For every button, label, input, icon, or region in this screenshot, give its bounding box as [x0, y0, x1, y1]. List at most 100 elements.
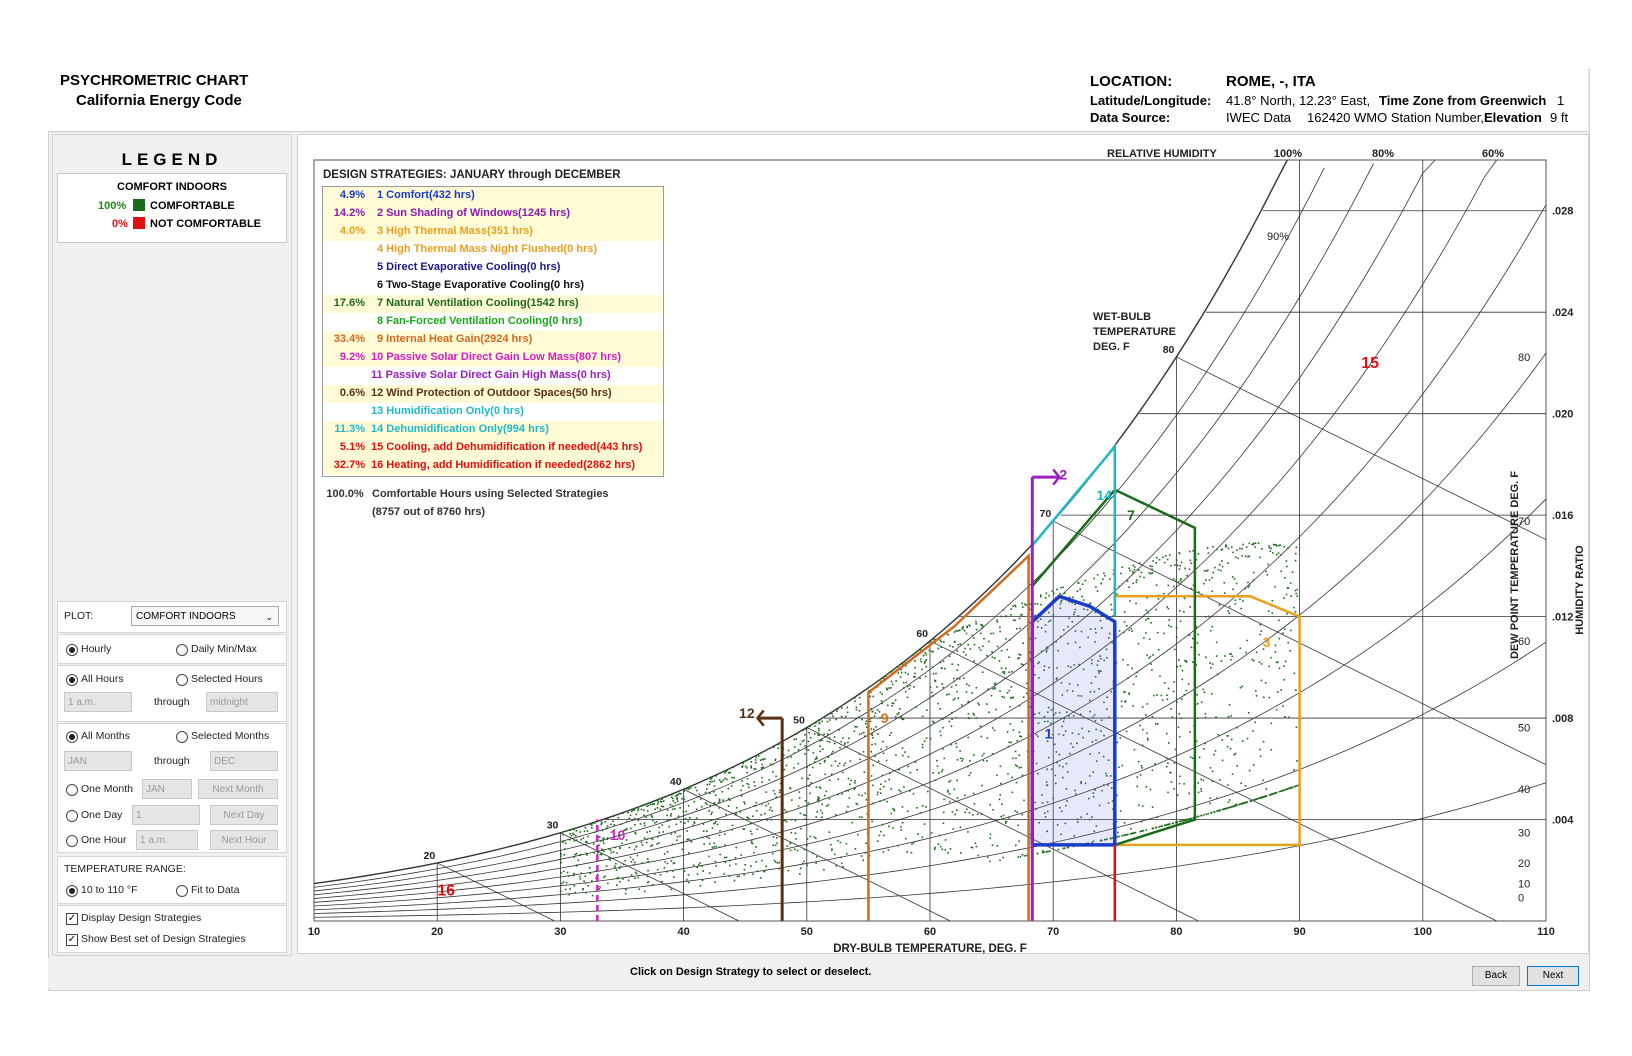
strategy-row[interactable]: 33.4% 9 Internal Heat Gain(2924 hrs) — [323, 331, 663, 349]
next-hour-button[interactable]: Next Hour — [210, 830, 278, 850]
best-set-checkbox[interactable]: ✓ — [66, 934, 78, 946]
strategy-row[interactable]: 4 High Thermal Mass Night Flushed(0 hrs) — [323, 241, 663, 259]
data-point — [1203, 748, 1205, 750]
next-month-button[interactable]: Next Month — [198, 779, 278, 799]
data-point — [1067, 642, 1069, 645]
data-point — [602, 837, 605, 839]
strategy-row[interactable]: 32.7% 16 Heating, add Humidification if n… — [323, 457, 663, 475]
data-point — [789, 849, 792, 852]
all-hours-radio[interactable] — [66, 674, 78, 686]
all-months-radio[interactable] — [66, 731, 78, 743]
data-point — [1260, 679, 1263, 682]
one-hour-radio[interactable] — [66, 835, 78, 847]
strategy-row[interactable]: 9.2% 10 Passive Solar Direct Gain Low Mas… — [323, 349, 663, 367]
data-point — [827, 733, 829, 736]
data-point — [1190, 562, 1193, 564]
data-point — [921, 743, 924, 746]
strategy-row[interactable]: 14.2% 2 Sun Shading of Windows(1245 hrs) — [323, 205, 663, 223]
one-month-radio[interactable] — [66, 784, 78, 796]
legend-not-comfortable-pct: 0% — [112, 218, 128, 230]
data-point — [617, 816, 620, 819]
back-button[interactable]: Back — [1472, 966, 1520, 986]
dewpoint-tick-label: 70 — [1518, 516, 1530, 528]
plot-select[interactable]: COMFORT INDOORS ⌄ — [131, 606, 279, 626]
one-hour-select[interactable]: 1 a.m. — [136, 830, 198, 850]
data-point — [965, 654, 967, 656]
strategy-row[interactable]: 4.9% 1 Comfort(432 hrs) — [323, 187, 663, 205]
next-day-button[interactable]: Next Day — [210, 805, 278, 825]
data-point — [789, 841, 792, 844]
strategy-row[interactable]: 0.6% 12 Wind Protection of Outdoor Spaces… — [323, 385, 663, 403]
strategy-row[interactable]: 11.3% 14 Dehumidification Only(994 hrs) — [323, 421, 663, 439]
data-point — [647, 869, 649, 872]
data-point — [971, 692, 973, 694]
data-point — [746, 816, 748, 819]
data-point — [1127, 664, 1129, 666]
data-point — [699, 862, 701, 864]
data-point — [1116, 741, 1119, 744]
data-point — [1123, 822, 1126, 824]
data-point — [716, 823, 719, 826]
next-button[interactable]: Next — [1527, 966, 1579, 986]
month-from-select[interactable]: JAN — [64, 751, 132, 771]
data-point — [1266, 574, 1269, 576]
strategy-row[interactable]: 5.1% 15 Cooling, add Dehumidification if … — [323, 439, 663, 457]
data-point — [1272, 543, 1275, 546]
data-point — [1103, 572, 1105, 575]
data-point — [706, 788, 708, 790]
temp-range-a-radio[interactable] — [66, 885, 78, 897]
one-day-radio[interactable] — [66, 810, 78, 822]
data-point — [842, 737, 844, 739]
strategy-row[interactable]: 5 Direct Evaporative Cooling(0 hrs) — [323, 259, 663, 277]
dewpoint-axis-label: DEW POINT TEMPERATURE DEG. F — [1509, 471, 1521, 659]
data-point — [794, 746, 796, 748]
zone-label: 10 — [610, 827, 626, 843]
data-point — [1008, 656, 1010, 658]
data-point — [646, 875, 649, 878]
data-point — [670, 833, 673, 835]
hour-to-select[interactable]: midnight — [206, 692, 278, 712]
data-point — [1037, 662, 1039, 665]
display-strategies-checkbox[interactable]: ✓ — [66, 913, 78, 925]
data-point — [1055, 751, 1058, 753]
data-point — [818, 722, 821, 725]
one-day-select[interactable]: 1 — [132, 805, 200, 825]
data-point — [572, 832, 574, 835]
data-point — [800, 827, 802, 830]
hour-from-select[interactable]: 1 a.m. — [64, 692, 132, 712]
data-point — [1152, 654, 1154, 656]
data-point — [1166, 606, 1168, 608]
data-point — [1236, 765, 1238, 767]
data-point — [1236, 549, 1238, 551]
strategy-row[interactable]: 17.6% 7 Natural Ventilation Cooling(1542 … — [323, 295, 663, 313]
temp-range-b-radio[interactable] — [176, 885, 188, 897]
data-point — [886, 689, 889, 691]
data-point — [1291, 571, 1294, 573]
data-point — [609, 849, 612, 851]
hourly-radio[interactable] — [66, 644, 78, 656]
strategy-row[interactable]: 6 Two-Stage Evaporative Cooling(0 hrs) — [323, 277, 663, 295]
data-point — [939, 845, 942, 848]
data-point — [1086, 609, 1089, 611]
data-point — [1235, 803, 1237, 806]
month-to-select[interactable]: DEC — [210, 751, 278, 771]
daily-radio[interactable] — [176, 644, 188, 656]
one-month-select[interactable]: JAN — [142, 779, 192, 799]
strategy-row[interactable]: 8 Fan-Forced Ventilation Cooling(0 hrs) — [323, 313, 663, 331]
data-point — [1253, 798, 1256, 801]
data-point — [609, 859, 612, 861]
data-point — [741, 765, 744, 767]
data-point — [957, 697, 960, 699]
strategy-row[interactable]: 13 Humidification Only(0 hrs) — [323, 403, 663, 421]
data-point — [872, 802, 874, 805]
selected-months-radio[interactable] — [176, 731, 188, 743]
data-point — [1173, 762, 1176, 764]
data-point — [932, 666, 934, 668]
legend-title: LEGEND — [121, 150, 223, 169]
selected-hours-radio[interactable] — [176, 674, 188, 686]
strategy-row[interactable]: 4.0% 3 High Thermal Mass(351 hrs) — [323, 223, 663, 241]
data-point — [1009, 705, 1011, 708]
strategy-row[interactable]: 11 Passive Solar Direct Gain High Mass(0… — [323, 367, 663, 385]
data-point — [765, 804, 767, 807]
